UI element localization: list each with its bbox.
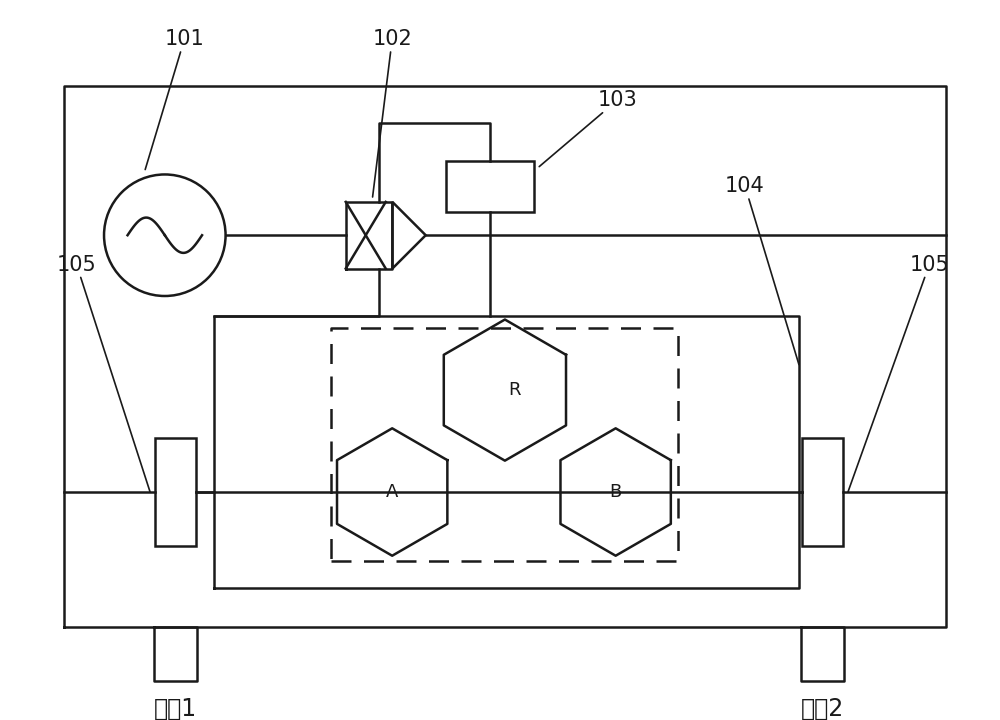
- Bar: [446, 161, 534, 212]
- Text: R: R: [508, 381, 521, 399]
- Text: 端口2: 端口2: [801, 697, 844, 720]
- Bar: [802, 438, 843, 546]
- Text: 101: 101: [145, 30, 204, 170]
- Text: 103: 103: [539, 90, 637, 166]
- Bar: [155, 438, 196, 546]
- Text: 104: 104: [725, 176, 799, 364]
- Text: 102: 102: [372, 30, 412, 197]
- Text: A: A: [386, 483, 398, 501]
- Text: B: B: [610, 483, 622, 501]
- Text: 端口1: 端口1: [154, 697, 197, 720]
- Text: 105: 105: [848, 255, 949, 492]
- Text: 105: 105: [57, 255, 150, 492]
